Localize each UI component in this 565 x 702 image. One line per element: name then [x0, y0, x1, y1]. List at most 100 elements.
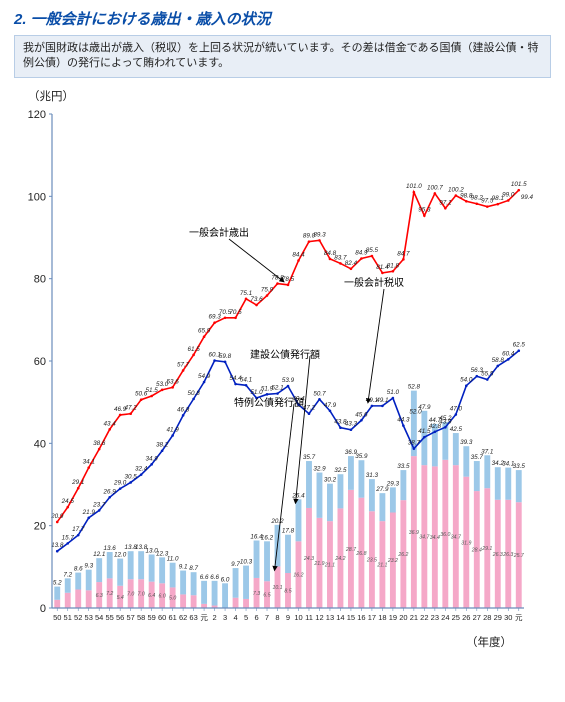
- bar-total-label: 5.2: [53, 579, 62, 586]
- bar-total-label: 35.9: [355, 453, 368, 460]
- expenditure-line-point: [318, 239, 321, 242]
- x-tick-label: 23: [431, 613, 439, 622]
- tax-value-label: 21.9: [82, 509, 96, 516]
- bar-construction: [495, 467, 501, 500]
- tax-value-label: 55.5: [481, 370, 494, 377]
- expenditure-line-point: [434, 192, 437, 195]
- bar-total-label: 17.8: [282, 528, 295, 535]
- x-tick-label: 13: [326, 613, 334, 622]
- expenditure-value-label: 65.9: [198, 327, 211, 334]
- bar-total-label: 10.3: [240, 558, 253, 565]
- expenditure-line-point: [350, 267, 353, 270]
- tax-value-label: 23.7: [92, 501, 106, 508]
- expenditure-value-label: 38.6: [93, 440, 106, 447]
- tax-value-label: 60.4: [502, 350, 515, 357]
- tax-line-point: [517, 349, 520, 352]
- bar-construction: [96, 558, 102, 582]
- bar-construction: [379, 493, 385, 521]
- bar-construction: [516, 470, 522, 502]
- bar-total-label: 26.4: [291, 492, 305, 499]
- tax-value-label: 54.9: [198, 373, 211, 380]
- expenditure-line-point: [56, 520, 59, 523]
- tax-value-label: 43.9: [439, 418, 452, 425]
- expenditure-line-point: [266, 294, 269, 297]
- expenditure-value-label: 34.1: [83, 458, 95, 465]
- bar-construction: [296, 499, 302, 541]
- bar-construction: [65, 578, 71, 592]
- expenditure-line-point: [192, 353, 195, 356]
- tax-line-point: [444, 426, 447, 429]
- bar-construction: [86, 569, 92, 590]
- tax-value-label: 43.3: [345, 421, 358, 428]
- expenditure-line-point: [297, 259, 300, 262]
- tax-value-label: 50.8: [187, 390, 200, 397]
- x-tick-label: 22: [420, 613, 428, 622]
- tax-line-point: [434, 430, 437, 433]
- y-tick-label: 40: [34, 438, 46, 450]
- tax-line-point: [308, 412, 311, 415]
- expenditure-line-point: [77, 487, 80, 490]
- tax-line-point: [413, 447, 416, 450]
- tax-value-label: 13.8: [51, 542, 64, 549]
- bar-construction: [170, 562, 176, 587]
- tax-value-label: 58.8: [492, 357, 505, 364]
- tax-line-point: [161, 449, 164, 452]
- bar-total-label: 32.9: [313, 465, 326, 472]
- chart-svg: 0204060801001205051525354555657585960616…: [14, 108, 534, 648]
- expenditure-value-label: 84.4: [292, 251, 305, 258]
- expenditure-label: 一般会計歳出: [189, 226, 249, 239]
- expenditure-line-point: [455, 194, 458, 197]
- tax-value-label: 53.9: [282, 377, 295, 384]
- tax-value-label: 59.8: [219, 353, 232, 360]
- bar-total-label: 8.6: [74, 565, 83, 572]
- expenditure-line-point: [108, 428, 111, 431]
- tax-line-point: [371, 404, 374, 407]
- expenditure-value-label: 61.5: [187, 346, 200, 353]
- bar-total-label: 37.1: [481, 448, 493, 455]
- tax-value-label: 49.1: [376, 397, 388, 404]
- expenditure-line-point: [119, 413, 122, 416]
- bar-construction: [107, 552, 113, 578]
- expenditure-line-point: [276, 282, 279, 285]
- x-tick-label: 10: [294, 613, 302, 622]
- bar-special-value: 5.4: [117, 595, 124, 601]
- x-tick-label: 12: [315, 613, 323, 622]
- expenditure-value-label: 99.0: [502, 191, 515, 198]
- tax-value-label: 62.5: [513, 341, 526, 348]
- bar-special: [86, 590, 92, 608]
- bar-construction: [191, 572, 197, 595]
- bar-total-label: 32.5: [334, 467, 347, 474]
- x-tick-label: 60: [158, 613, 166, 622]
- bar-special-value: 23.5: [366, 557, 377, 563]
- x-tick-label: 24: [441, 613, 449, 622]
- bar-special: [243, 599, 249, 608]
- expenditure-value-label: 97.1: [439, 199, 451, 206]
- x-tick-label: 9: [286, 613, 290, 622]
- expenditure-value-label: 84.7: [397, 250, 410, 257]
- bar-total-label: 7.2: [63, 571, 72, 578]
- expenditure-value-label: 100.7: [427, 184, 443, 191]
- tax-line-point: [213, 359, 216, 362]
- tax-value-label: 38.2: [156, 442, 169, 449]
- bar-construction: [243, 565, 249, 598]
- expenditure-line-point: [182, 369, 185, 372]
- expenditure-line-point: [329, 257, 332, 260]
- tax-extra-label: 52.0: [409, 408, 422, 415]
- x-tick-label: 20: [399, 613, 407, 622]
- bar-special-value: 8.5: [284, 588, 291, 594]
- bar-special-value: 23.2: [387, 558, 398, 564]
- x-tick-label: 63: [189, 613, 197, 622]
- page: { "header": { "title": "2. 一般会計における歳出・歳入…: [0, 0, 565, 702]
- x-tick-label: 59: [147, 613, 155, 622]
- expenditure-arrow: [229, 239, 284, 282]
- expenditure-value-label: 95.3: [418, 206, 431, 213]
- tax-line-point: [476, 375, 479, 378]
- bar-special-value: 25.7: [513, 553, 525, 559]
- bar-construction: [254, 540, 260, 577]
- bar-special-value: 26.3: [492, 552, 503, 558]
- tax-line-point: [496, 364, 499, 367]
- x-tick-label: 2: [212, 613, 216, 622]
- tax-value-label: 38.7: [408, 439, 421, 446]
- expenditure-extra-end-label: 99.4: [521, 194, 534, 201]
- tax-line-point: [224, 360, 227, 363]
